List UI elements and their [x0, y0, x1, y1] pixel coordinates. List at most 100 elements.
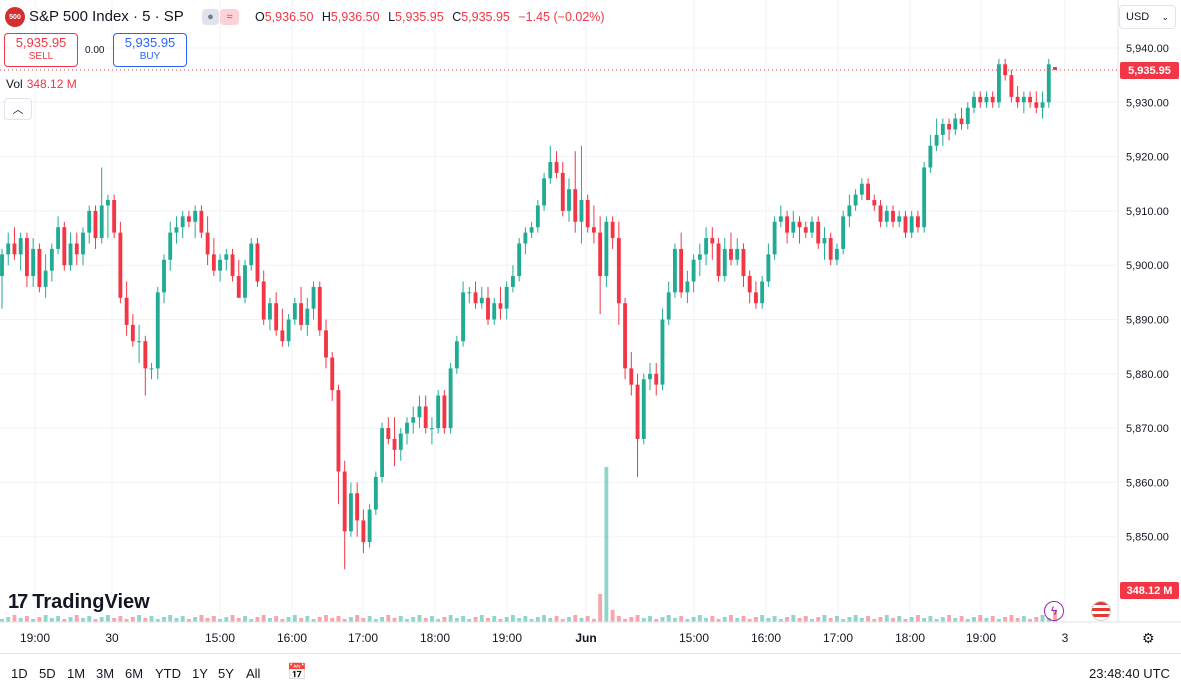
- volume-bar: [1040, 615, 1045, 622]
- candle-body: [1046, 64, 1051, 103]
- candle-body: [828, 238, 833, 260]
- sell-button[interactable]: 5,935.95 SELL: [4, 33, 78, 67]
- us-flag-icon[interactable]: [1091, 601, 1111, 621]
- spread-value: 0.00: [85, 45, 105, 56]
- candle-body: [535, 205, 540, 228]
- range-1m[interactable]: 1M: [67, 666, 86, 681]
- volume-bar: [112, 618, 117, 622]
- date-range-icon[interactable]: 📅: [287, 664, 307, 681]
- candle-body: [847, 205, 852, 217]
- candle-body: [579, 200, 584, 222]
- volume-legend[interactable]: Vol 348.12 M: [6, 77, 77, 91]
- price-chart[interactable]: 5,940.00 5,930.00 5,920.00 5,910.00 5,900.00…: [0, 0, 1181, 653]
- volume-bar: [722, 617, 727, 622]
- volume-bar: [124, 619, 129, 622]
- candle-body: [685, 281, 690, 293]
- volume-bar: [641, 618, 646, 622]
- volume-bar: [953, 618, 958, 622]
- price-tick-label: 5,910.00: [1126, 206, 1169, 218]
- volume-bar: [567, 617, 571, 622]
- symbol-title[interactable]: S&P 500 Index · 5 · SP: [29, 8, 184, 25]
- candle-body: [747, 276, 752, 293]
- settings-icon[interactable]: ⚙: [1142, 630, 1155, 646]
- candle-body: [915, 216, 920, 228]
- volume-bar: [978, 615, 983, 622]
- tradingview-mark-icon: 17: [8, 591, 28, 613]
- volume-bar: [224, 617, 229, 622]
- candle-body: [648, 373, 652, 380]
- volume-bar: [405, 619, 409, 622]
- volume-bar: [199, 615, 204, 622]
- time-tick-label: 19:00: [20, 631, 50, 645]
- volume-bar: [729, 615, 733, 622]
- market-status-icon[interactable]: ●: [202, 9, 219, 25]
- candle-body: [1040, 102, 1045, 108]
- volume-bar: [24, 616, 29, 622]
- volume-bar: [31, 619, 36, 622]
- volume-bar: [648, 616, 652, 622]
- range-ytd[interactable]: YTD: [155, 666, 181, 681]
- candle-body: [510, 276, 515, 287]
- candle-body: [517, 243, 522, 277]
- candle-body: [841, 216, 846, 249]
- lightning-icon[interactable]: ϟ: [1044, 601, 1064, 621]
- candle-body: [74, 243, 79, 255]
- volume-bar: [330, 618, 335, 622]
- range-5d[interactable]: 5D: [39, 666, 56, 681]
- candle-body: [990, 96, 995, 103]
- volume-bar: [193, 617, 198, 622]
- buy-button[interactable]: 5,935.95 BUY: [113, 33, 187, 67]
- candle-body: [199, 210, 204, 233]
- candle-body: [56, 227, 61, 249]
- volume-bar: [99, 617, 104, 622]
- volume-bar: [859, 618, 864, 622]
- range-6m[interactable]: 6M: [125, 666, 144, 681]
- volume-bar: [81, 618, 85, 622]
- candle-body: [878, 205, 883, 222]
- candle-body: [498, 303, 503, 309]
- candle-body: [722, 248, 727, 277]
- collapse-legend-button[interactable]: ︿: [4, 98, 32, 120]
- delayed-data-icon[interactable]: ≈: [220, 9, 239, 25]
- candle-body: [486, 297, 490, 320]
- candle-body: [261, 281, 266, 320]
- candle-body: [461, 292, 466, 342]
- volume-bar: [504, 617, 509, 622]
- volume-bar: [697, 615, 702, 622]
- volume-bar: [118, 616, 123, 622]
- volume-bar: [510, 615, 515, 622]
- candle-body: [679, 248, 684, 293]
- symbol-logo[interactable]: 500: [5, 7, 25, 27]
- time-tick-label: Jun: [575, 631, 596, 645]
- volume-bar: [305, 616, 310, 622]
- candle-body: [591, 227, 596, 233]
- candle-body: [49, 248, 54, 271]
- volume-bar: [629, 617, 634, 622]
- volume-bar: [43, 615, 48, 622]
- range-all[interactable]: All: [246, 666, 261, 681]
- volume-bar: [741, 616, 746, 622]
- utc-clock[interactable]: 23:48:40 UTC: [1089, 666, 1170, 681]
- range-3m[interactable]: 3M: [96, 666, 115, 681]
- range-1d[interactable]: 1D: [11, 666, 28, 681]
- candle-body: [928, 145, 933, 168]
- time-tick-label: 17:00: [348, 631, 378, 645]
- candlestick-series: [0, 58, 1057, 570]
- volume-bar: [236, 618, 241, 622]
- volume-bar: [810, 619, 814, 622]
- candle-body: [105, 200, 110, 206]
- candle-body: [411, 417, 416, 423]
- candle-body: [623, 303, 628, 369]
- candle-body: [672, 248, 677, 293]
- chart-grid: [0, 0, 1118, 622]
- currency-select[interactable]: USD ⌄: [1119, 5, 1176, 29]
- tradingview-logo[interactable]: 17 TradingView: [8, 591, 150, 613]
- candle-body: [417, 406, 422, 418]
- range-5y[interactable]: 5Y: [218, 666, 234, 681]
- candle-body: [978, 96, 983, 103]
- candle-body: [37, 248, 42, 287]
- range-1y[interactable]: 1Y: [192, 666, 208, 681]
- volume-bar: [922, 618, 927, 622]
- volume-bar: [573, 615, 578, 622]
- volume-bar: [498, 619, 503, 622]
